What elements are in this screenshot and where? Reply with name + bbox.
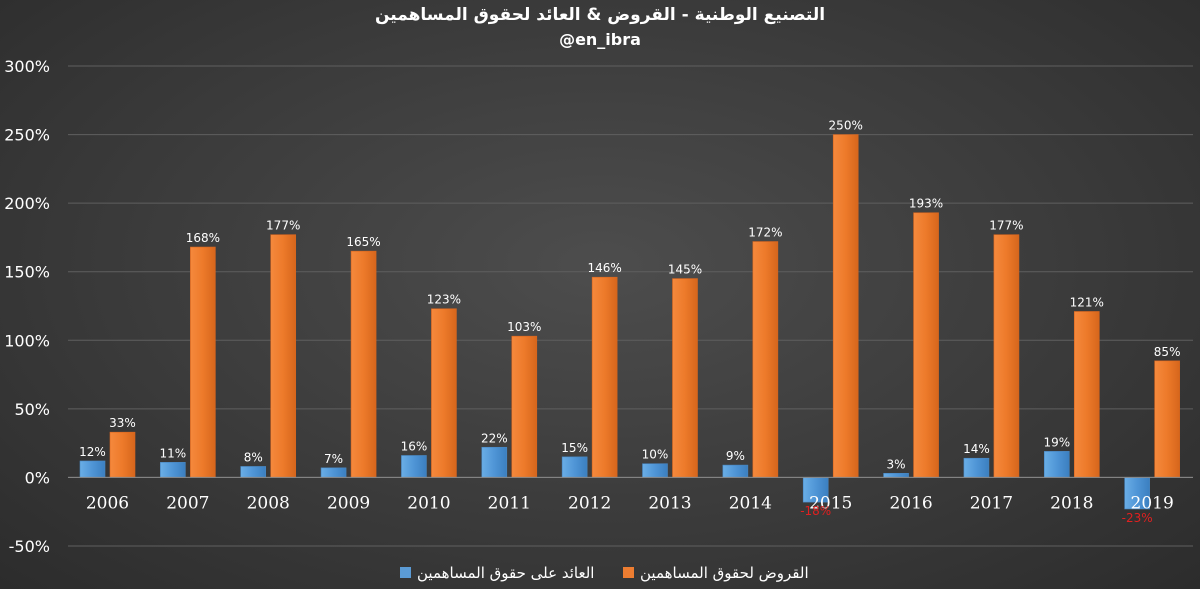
y-tick-label: 300% bbox=[4, 57, 50, 76]
data-label: 145% bbox=[668, 263, 702, 277]
data-label: 10% bbox=[642, 448, 669, 462]
chart-title: التصنيع الوطنية - القروض & العائد لحقوق … bbox=[375, 5, 825, 25]
bar-return-2015 bbox=[802, 477, 829, 503]
bar-loans-2012 bbox=[591, 276, 618, 478]
bar-loans-2015 bbox=[832, 134, 859, 478]
x-tick-label: 2009 bbox=[327, 493, 370, 513]
x-tick-label: 2007 bbox=[166, 493, 209, 513]
y-tick-label: 0% bbox=[25, 468, 50, 487]
data-label: 9% bbox=[726, 449, 745, 463]
data-label: 19% bbox=[1043, 435, 1070, 449]
x-tick-label: 2015 bbox=[809, 493, 852, 513]
x-tick-label: 2011 bbox=[488, 493, 531, 513]
data-label: 250% bbox=[829, 119, 863, 133]
data-label: 165% bbox=[346, 235, 380, 249]
x-tick-label: 2017 bbox=[970, 493, 1013, 513]
data-label: -18% bbox=[800, 504, 831, 518]
y-tick-label: -50% bbox=[9, 537, 50, 556]
bar-return-2010 bbox=[401, 455, 427, 478]
data-label: 121% bbox=[1070, 295, 1104, 309]
x-axis: 2006 2007 2008 2009 2010 2011 2012 2013 2014 2015… bbox=[86, 493, 1174, 513]
data-label: 177% bbox=[989, 219, 1023, 233]
bar-loans-2009 bbox=[350, 250, 377, 478]
bar-loans-2013 bbox=[672, 278, 698, 478]
x-tick-label: 2012 bbox=[568, 493, 611, 513]
bar-return-2012 bbox=[561, 456, 588, 478]
data-label: 193% bbox=[909, 197, 943, 211]
x-tick-label: 2010 bbox=[407, 493, 450, 513]
x-tick-label: 2014 bbox=[729, 493, 772, 513]
chart-subtitle: @en_ibra bbox=[559, 30, 641, 49]
bar-return-2018 bbox=[1043, 451, 1070, 478]
data-label: 22% bbox=[481, 431, 508, 445]
y-tick-label: 150% bbox=[4, 263, 50, 282]
x-tick-label: 2008 bbox=[247, 493, 290, 513]
bar-loans-2014 bbox=[752, 241, 779, 478]
bar-return-2008 bbox=[240, 466, 267, 478]
legend-swatch-return bbox=[400, 567, 411, 578]
data-label: 168% bbox=[186, 231, 220, 245]
data-label: 172% bbox=[748, 226, 782, 240]
bar-loans-2011 bbox=[511, 335, 538, 478]
y-tick-label: 50% bbox=[14, 400, 50, 419]
bar-loans-2016 bbox=[913, 212, 939, 478]
y-axis: -50% 0% 50% 100% 150% 200% 250% 300% bbox=[4, 57, 50, 556]
data-labels: 12% 33% 11% 168% 8% 177% 7% 165% 16% 123% 22% 103% 1… bbox=[79, 119, 1180, 525]
bar-return-2006 bbox=[79, 460, 106, 478]
bar-return-2009 bbox=[320, 467, 347, 478]
legend-label-return: العائد على حقوق المساهمين bbox=[417, 564, 594, 582]
legend: القروض لحقوق المساهمين العائد على حقوق ا… bbox=[400, 564, 809, 582]
x-tick-label: 2006 bbox=[86, 493, 129, 513]
bar-return-2013 bbox=[642, 463, 668, 478]
data-label: 14% bbox=[963, 442, 990, 456]
data-label: -23% bbox=[1122, 511, 1153, 525]
data-label: 177% bbox=[266, 219, 300, 233]
data-label: 85% bbox=[1154, 345, 1181, 359]
y-tick-label: 100% bbox=[4, 331, 50, 350]
x-tick-label: 2016 bbox=[889, 493, 932, 513]
bar-loans-2018 bbox=[1073, 311, 1100, 478]
bar-loans-2008 bbox=[270, 234, 297, 478]
data-label: 123% bbox=[427, 293, 461, 307]
x-tick-label: 2019 bbox=[1131, 493, 1174, 513]
bar-return-2007 bbox=[160, 462, 186, 478]
bar-return-2011 bbox=[481, 446, 508, 478]
x-tick-label: 2013 bbox=[648, 493, 691, 513]
bar-loans-2006 bbox=[109, 431, 136, 478]
bar-loans-2019 bbox=[1154, 360, 1180, 478]
data-label: 103% bbox=[507, 320, 541, 334]
data-label: 12% bbox=[79, 445, 106, 459]
bar-loans-2007 bbox=[190, 246, 216, 478]
data-label: 15% bbox=[561, 441, 588, 455]
data-label: 11% bbox=[160, 446, 187, 460]
data-label: 146% bbox=[587, 261, 621, 275]
data-label: 3% bbox=[887, 457, 906, 471]
bar-return-2017 bbox=[963, 457, 990, 478]
bar-loans-2010 bbox=[431, 308, 457, 478]
bar-return-2014 bbox=[722, 464, 749, 478]
x-tick-label: 2018 bbox=[1050, 493, 1093, 513]
gridlines bbox=[68, 65, 1193, 547]
data-label: 16% bbox=[401, 439, 428, 453]
y-tick-label: 250% bbox=[4, 126, 50, 145]
y-tick-label: 200% bbox=[4, 194, 50, 213]
bar-return-2016 bbox=[883, 473, 909, 478]
data-label: 8% bbox=[244, 450, 263, 464]
bars bbox=[79, 134, 1180, 510]
data-label: 33% bbox=[109, 416, 136, 430]
legend-swatch-loans bbox=[623, 567, 634, 578]
legend-label-loans: القروض لحقوق المساهمين bbox=[640, 564, 809, 582]
bar-loans-2017 bbox=[993, 234, 1020, 478]
bar-return-2019 bbox=[1124, 477, 1150, 510]
data-label: 7% bbox=[324, 452, 343, 466]
